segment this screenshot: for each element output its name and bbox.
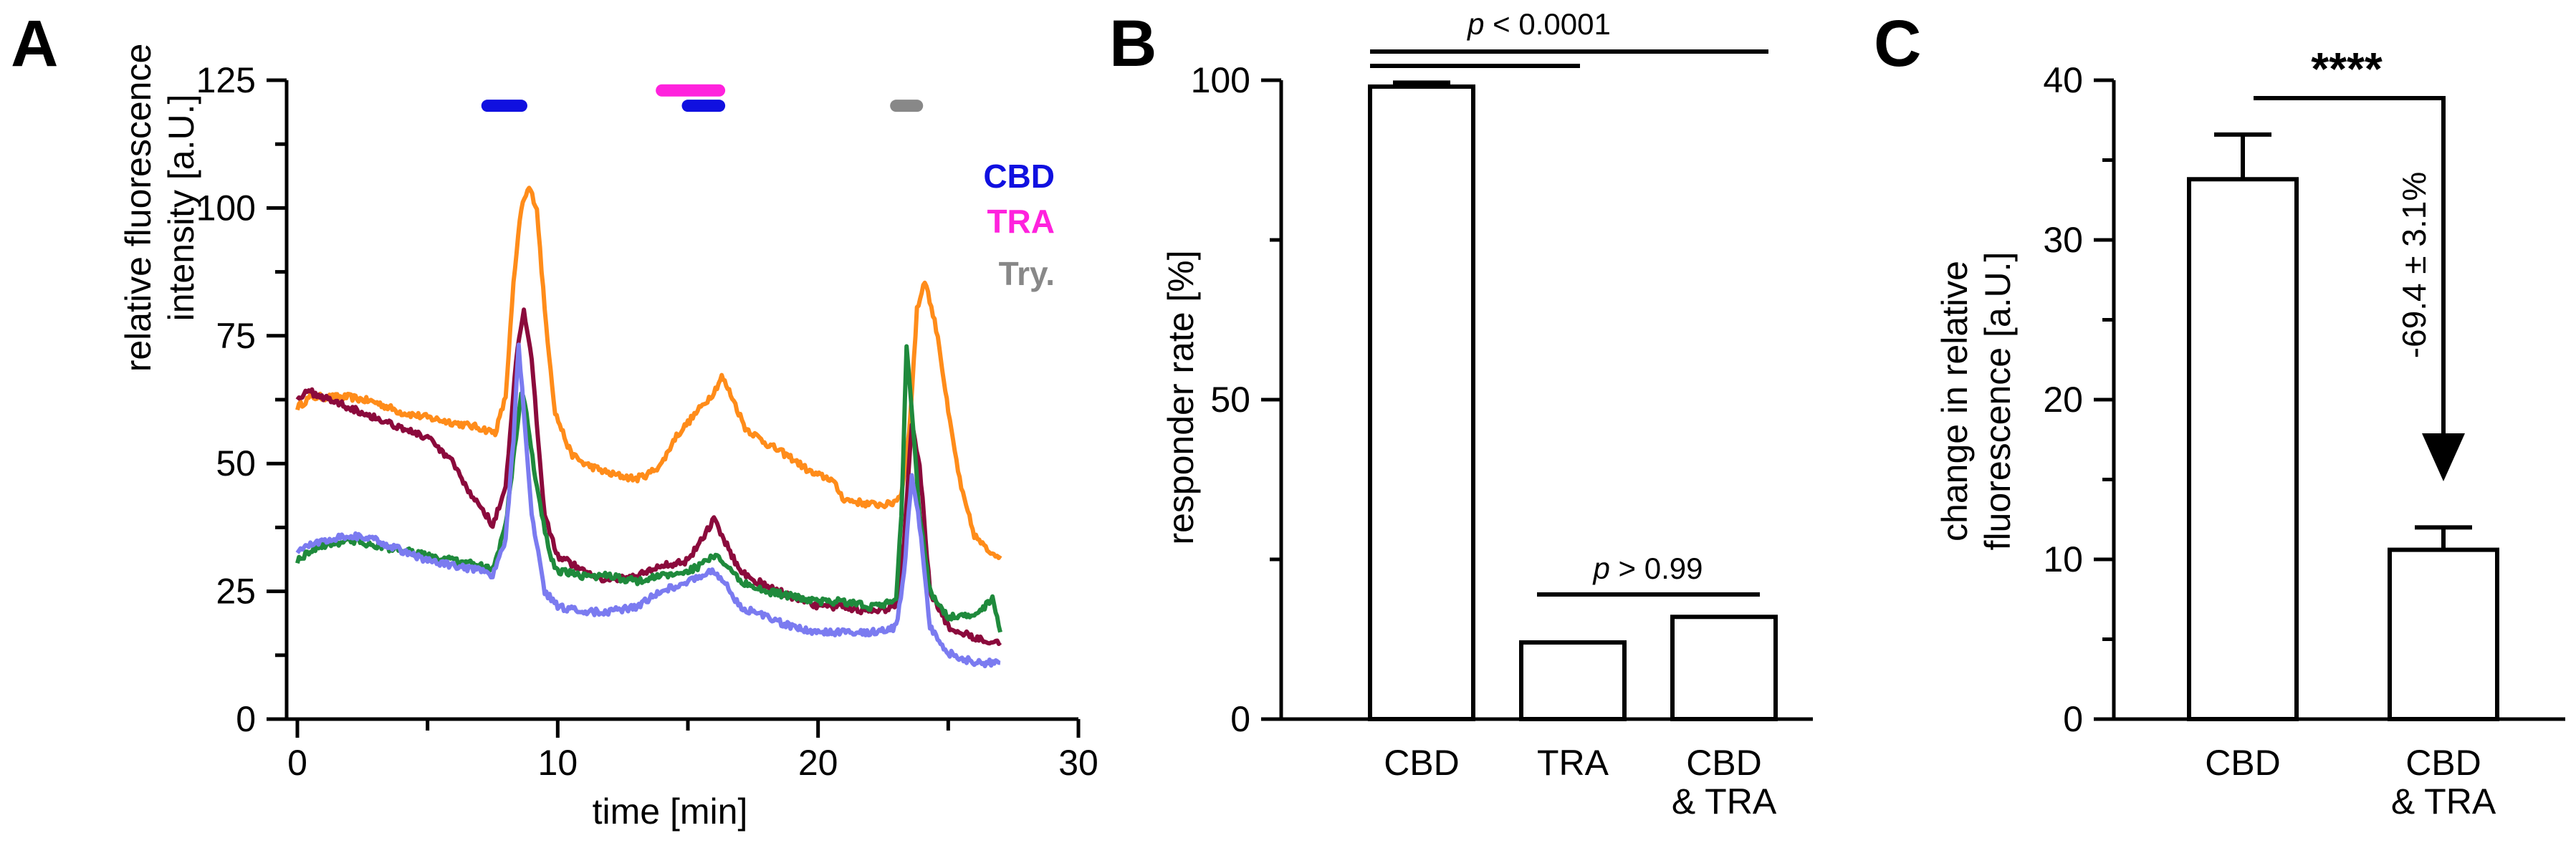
panel-b-ytick-label: 50 [1210, 380, 1250, 420]
panel-a-traces [295, 186, 1002, 668]
panel-a-letter: A [11, 7, 58, 80]
panel-a-application-bars [481, 84, 924, 112]
legend-tra: TRA [987, 203, 1055, 240]
panel-a-xtick-label: 10 [538, 743, 578, 783]
p-value-label-1: p < 0.0001 [1466, 7, 1611, 41]
panel-a-xtick-label: 0 [287, 743, 307, 783]
panel-b-y-ticks: 0 50 100 [1191, 60, 1281, 739]
panel-c-category-label: & TRA [2391, 781, 2496, 822]
p-value-symbol: p [1592, 551, 1610, 585]
panel-c-annotation: **** -69.4 ± 3.1% [2254, 43, 2465, 481]
p-value-text: < 0.0001 [1485, 7, 1611, 41]
panel-c-category-label: CBD [2405, 743, 2481, 783]
panel-a-xtick-label: 20 [798, 743, 838, 783]
legend-cbd: CBD [983, 158, 1055, 195]
panel-a-ytick-label: 50 [216, 443, 256, 483]
trace-green [295, 344, 1002, 633]
panel-c-category-label: CBD [2205, 743, 2281, 783]
panel-a-ytick-label: 75 [216, 316, 256, 356]
panel-c-bar-1 [2388, 547, 2499, 721]
panel-b-ylabel: responder rate [%] [1161, 250, 1201, 544]
panel-a-ytick-label: 125 [196, 60, 256, 100]
panel-c-ytick-label: 40 [2043, 60, 2083, 100]
panel-c-ylabel-line1: change in relative [1935, 261, 1975, 541]
panel-c-bar-0 [2187, 177, 2299, 721]
panel-b-category-labels: CBD TRA CBD& TRA [1384, 743, 1777, 822]
panel-a-ytick-label: 25 [216, 572, 256, 612]
panel-a-xlabel: time [min] [593, 791, 748, 832]
panel-c-letter: C [1874, 7, 1921, 80]
panel-c: C change in relative fluorescence [a.U.]… [1874, 7, 2565, 822]
legend-try: Try. [999, 255, 1055, 292]
panel-c-ytick-label: 10 [2043, 539, 2083, 579]
panel-c-ytick-label: 20 [2043, 380, 2083, 420]
panel-a-legend: CBD TRA Try. [983, 158, 1055, 292]
panel-b-letter: B [1109, 7, 1157, 80]
panel-b-category-label: & TRA [1672, 781, 1777, 822]
p-value-symbol: p [1466, 7, 1484, 41]
p-value-text: > 0.99 [1610, 551, 1703, 585]
panel-a: A relative fluorescence intensity [a.U.]… [11, 7, 1098, 832]
panel-b-category-label: CBD [1686, 743, 1762, 783]
p-value-label-2: p > 0.99 [1592, 551, 1703, 585]
panel-a-ytick-label: 0 [236, 699, 256, 739]
panel-c-ytick-label: 30 [2043, 220, 2083, 260]
panel-a-ytick-label: 100 [196, 188, 256, 228]
panel-b-ytick-label: 100 [1191, 60, 1250, 100]
panel-b-category-label: CBD [1384, 743, 1460, 783]
trace-blue [295, 342, 1001, 668]
trace-orange [295, 186, 1002, 561]
panel-a-ylabel-line2: intensity [a.U.] [161, 95, 201, 322]
panel-c-category-labels: CBD CBD& TRA [2205, 743, 2496, 822]
panel-b-bar-1 [1519, 640, 1627, 722]
panel-a-xtick-label: 30 [1058, 743, 1098, 783]
panel-c-ylabel-line2: fluorescence [a.U.] [1978, 252, 2018, 551]
change-label: -69.4 ± 3.1% [2395, 172, 2433, 359]
panel-c-bars [2187, 132, 2499, 721]
panel-a-y-ticks: 0 25 50 75 100 125 [196, 60, 287, 739]
change-arrow-head [2422, 433, 2465, 481]
panel-b-bar-0 [1368, 84, 1475, 722]
panel-b-ytick-label: 0 [1230, 699, 1250, 739]
panel-b-bars [1368, 80, 1778, 722]
panel-c-y-ticks: 0 10 20 30 40 [2043, 60, 2114, 739]
panel-b-bar-2 [1670, 615, 1778, 722]
panel-c-ytick-label: 0 [2063, 699, 2083, 739]
trace-maroon [295, 307, 1002, 646]
panel-b-category-label: TRA [1537, 743, 1609, 783]
panel-a-x-ticks: 0 10 20 30 [287, 719, 1098, 783]
significance-stars: **** [2311, 43, 2383, 95]
panel-a-ylabel-line1: relative fluorescence [118, 44, 158, 372]
